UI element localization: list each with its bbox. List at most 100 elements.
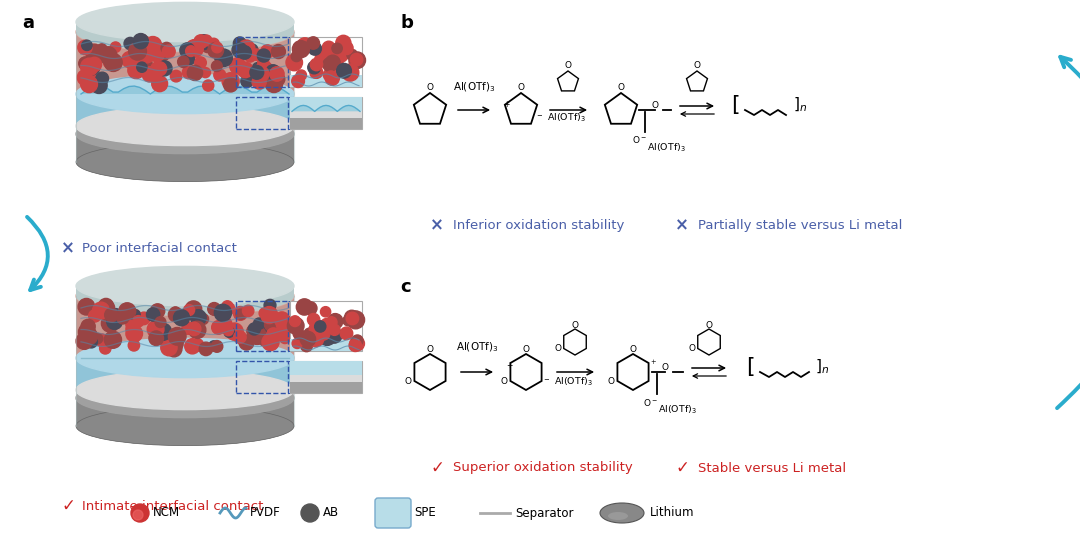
Circle shape <box>162 45 175 58</box>
Circle shape <box>177 56 189 68</box>
Circle shape <box>171 307 180 317</box>
Circle shape <box>238 40 255 57</box>
Circle shape <box>303 328 315 340</box>
Circle shape <box>82 40 92 50</box>
Text: O: O <box>565 62 571 70</box>
Circle shape <box>232 42 247 57</box>
Bar <box>291 361 362 375</box>
Circle shape <box>257 49 270 62</box>
Circle shape <box>162 331 176 345</box>
Circle shape <box>130 64 143 77</box>
Circle shape <box>224 327 234 337</box>
Circle shape <box>151 76 167 92</box>
Circle shape <box>296 299 312 315</box>
Circle shape <box>133 33 148 49</box>
Circle shape <box>300 331 315 347</box>
Text: O: O <box>523 345 529 354</box>
Circle shape <box>201 68 211 78</box>
Text: ✓: ✓ <box>430 459 444 477</box>
Bar <box>237 37 288 87</box>
Circle shape <box>125 317 140 331</box>
Circle shape <box>197 35 211 49</box>
FancyBboxPatch shape <box>375 498 411 528</box>
Circle shape <box>329 324 340 336</box>
Circle shape <box>135 60 146 70</box>
Circle shape <box>217 310 227 321</box>
Circle shape <box>264 299 275 311</box>
Circle shape <box>349 339 362 352</box>
Bar <box>76 22 294 32</box>
Bar <box>237 301 288 351</box>
Bar <box>291 97 362 129</box>
Circle shape <box>326 317 337 328</box>
Text: ×: × <box>430 216 444 234</box>
Text: $^+$: $^+$ <box>649 359 657 369</box>
Circle shape <box>207 42 224 58</box>
Circle shape <box>221 301 233 312</box>
Circle shape <box>161 42 172 54</box>
Circle shape <box>139 47 154 63</box>
Circle shape <box>310 66 323 78</box>
Circle shape <box>321 307 330 317</box>
Circle shape <box>327 314 342 329</box>
Ellipse shape <box>76 114 294 154</box>
Text: Al(OTf)$_3$: Al(OTf)$_3$ <box>554 376 593 388</box>
Text: Partially stable versus Li metal: Partially stable versus Li metal <box>698 219 903 231</box>
Text: O: O <box>427 83 433 92</box>
Circle shape <box>245 51 256 62</box>
Text: O: O <box>661 362 669 372</box>
Circle shape <box>190 310 206 325</box>
Circle shape <box>322 41 335 54</box>
Text: Al(OTf)$_3$: Al(OTf)$_3$ <box>658 404 697 417</box>
Circle shape <box>256 61 272 77</box>
Bar <box>76 358 294 390</box>
Circle shape <box>281 315 291 325</box>
Circle shape <box>309 324 322 336</box>
Circle shape <box>248 323 260 335</box>
Circle shape <box>87 57 102 71</box>
Text: [: [ <box>745 357 754 377</box>
Circle shape <box>347 311 365 329</box>
Text: Al(OTf)$_3$: Al(OTf)$_3$ <box>453 81 496 94</box>
Circle shape <box>221 318 232 329</box>
Ellipse shape <box>76 407 294 446</box>
Ellipse shape <box>76 142 294 182</box>
Circle shape <box>185 301 202 317</box>
Circle shape <box>168 336 184 351</box>
Circle shape <box>126 323 139 336</box>
Ellipse shape <box>76 12 294 52</box>
Circle shape <box>296 70 307 81</box>
Circle shape <box>84 60 100 75</box>
Bar <box>237 97 288 129</box>
Circle shape <box>100 301 114 315</box>
Text: $^-$: $^-$ <box>535 113 543 123</box>
Circle shape <box>238 62 253 78</box>
Bar <box>76 134 294 162</box>
Text: $^+$: $^+$ <box>505 361 514 371</box>
Circle shape <box>129 340 139 351</box>
Circle shape <box>154 323 172 340</box>
Circle shape <box>181 322 194 335</box>
Circle shape <box>266 65 281 79</box>
Circle shape <box>320 45 332 57</box>
Circle shape <box>137 62 147 72</box>
Circle shape <box>188 322 201 336</box>
Circle shape <box>318 328 330 340</box>
Circle shape <box>84 63 96 76</box>
Circle shape <box>121 311 133 323</box>
Circle shape <box>326 71 336 82</box>
Circle shape <box>319 328 336 345</box>
Ellipse shape <box>76 266 294 306</box>
Circle shape <box>226 323 243 340</box>
Circle shape <box>233 307 247 321</box>
Text: $^+$: $^+$ <box>502 100 512 110</box>
Text: O: O <box>501 376 508 386</box>
Circle shape <box>309 320 326 338</box>
Ellipse shape <box>76 338 294 378</box>
Ellipse shape <box>76 277 294 316</box>
Circle shape <box>208 38 219 49</box>
Text: Lithium: Lithium <box>650 506 694 519</box>
Text: O: O <box>405 376 411 386</box>
Ellipse shape <box>76 75 294 114</box>
Circle shape <box>249 66 264 79</box>
